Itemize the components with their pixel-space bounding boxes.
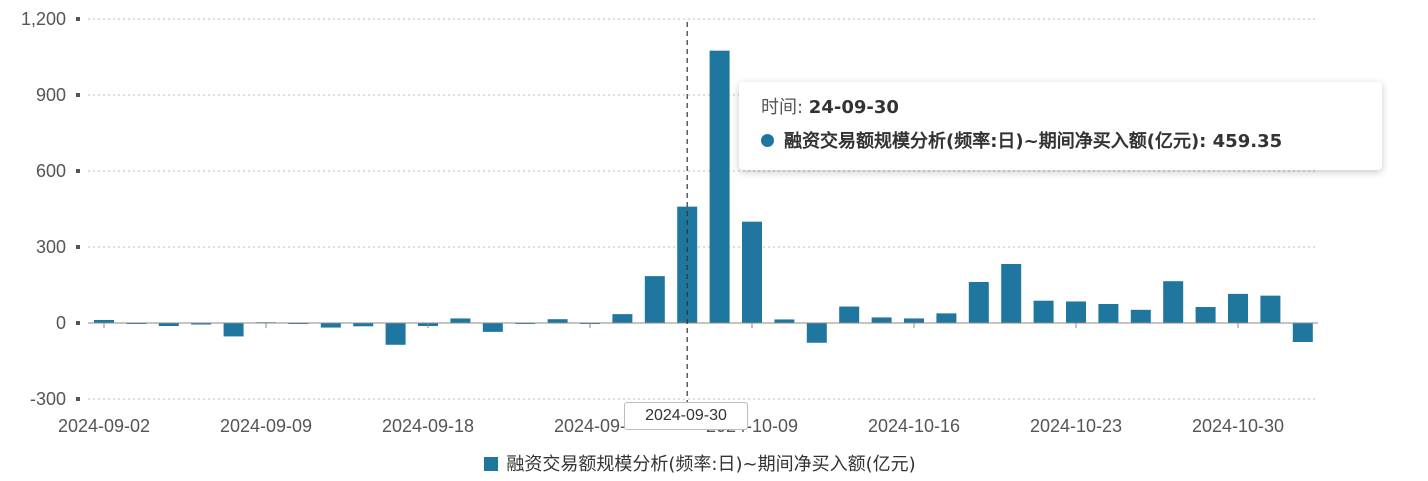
bar[interactable] (385, 323, 406, 345)
bar[interactable] (1163, 281, 1184, 323)
legend[interactable]: 融资交易额规模分析(频率:日)~期间净买入额(亿元) (0, 450, 1400, 476)
bar[interactable] (839, 306, 860, 323)
x-tick-label: 2024-10-23 (1030, 416, 1122, 436)
bar[interactable] (677, 206, 698, 323)
bar[interactable] (94, 319, 114, 323)
bar[interactable] (1066, 301, 1086, 323)
bar[interactable] (1098, 304, 1119, 323)
x-tick-label: 2024-09-18 (382, 416, 474, 436)
bar[interactable] (709, 50, 730, 324)
x-tick-label: 2024-09-09 (220, 416, 312, 436)
y-tick-mark (76, 93, 80, 97)
bar[interactable] (936, 313, 957, 323)
tooltip-time-value: 24-09-30 (808, 97, 899, 118)
x-tick-label: 2024-10-30 (1192, 416, 1284, 436)
bar[interactable] (871, 317, 892, 323)
y-tick-mark (76, 397, 80, 401)
tooltip: 时间: 24-09-30 融资交易额规模分析(频率:日)~期间净买入额(亿元):… (739, 82, 1382, 170)
bar[interactable] (612, 314, 633, 323)
legend-label: 融资交易额规模分析(频率:日)~期间净买入额(亿元) (506, 454, 916, 475)
y-tick-mark (76, 321, 80, 325)
bar[interactable] (158, 323, 179, 327)
bar[interactable] (968, 281, 989, 323)
y-tick-mark (76, 245, 80, 249)
bar[interactable] (1001, 263, 1022, 323)
bar[interactable] (1228, 293, 1248, 323)
bar[interactable] (547, 319, 568, 323)
x-tick-label: 2024-09- (554, 416, 626, 436)
bar[interactable] (126, 323, 147, 325)
x-axis: 2024-09-02 2024-09-09 2024-09-18 2024-09- 20… (58, 323, 1284, 436)
bar[interactable] (904, 318, 924, 323)
tooltip-series-value: 459.35 (1212, 131, 1283, 152)
bar[interactable] (1195, 307, 1216, 323)
bar[interactable] (353, 323, 374, 327)
grid-lines (88, 18, 1318, 400)
tooltip-time-row: 时间: 24-09-30 (761, 94, 1360, 122)
y-axis: 1,200 900 600 300 0 -300 (21, 9, 80, 409)
tooltip-series-row: 融资交易额规模分析(频率:日)~期间净买入额(亿元): 459.35 (761, 128, 1360, 156)
x-tick-label: 2024-10-16 (868, 416, 960, 436)
bar[interactable] (644, 276, 665, 323)
y-tick-label: -300 (30, 389, 66, 409)
y-tick-mark (76, 169, 80, 173)
bar[interactable] (1292, 323, 1313, 342)
y-tick-mark (76, 17, 80, 21)
tooltip-series-dot-icon (761, 134, 774, 147)
bar[interactable] (320, 323, 341, 328)
tooltip-time-label: 时间: (761, 97, 809, 118)
y-tick-label: 600 (36, 161, 66, 181)
bar[interactable] (515, 323, 536, 325)
bar[interactable] (1260, 295, 1281, 323)
x-tick-label: 2024-09-02 (58, 416, 150, 436)
bar[interactable] (1130, 309, 1151, 323)
y-tick-label: 1,200 (21, 9, 66, 29)
y-tick-label: 900 (36, 85, 66, 105)
bar[interactable] (742, 221, 762, 323)
bar[interactable] (223, 323, 244, 337)
bar[interactable] (191, 323, 212, 325)
bar[interactable] (1033, 300, 1054, 323)
crosshair-date-label: 2024-09-30 (624, 402, 748, 430)
bar[interactable] (450, 318, 471, 323)
bar[interactable] (774, 319, 795, 323)
bar-series[interactable] (94, 50, 1313, 345)
y-tick-label: 300 (36, 237, 66, 257)
bar[interactable] (806, 323, 827, 343)
y-tick-label: 0 (56, 313, 66, 333)
bar[interactable] (482, 323, 503, 332)
legend-swatch-icon (484, 456, 499, 471)
tooltip-series-label: 融资交易额规模分析(频率:日)~期间净买入额(亿元): (784, 131, 1213, 152)
